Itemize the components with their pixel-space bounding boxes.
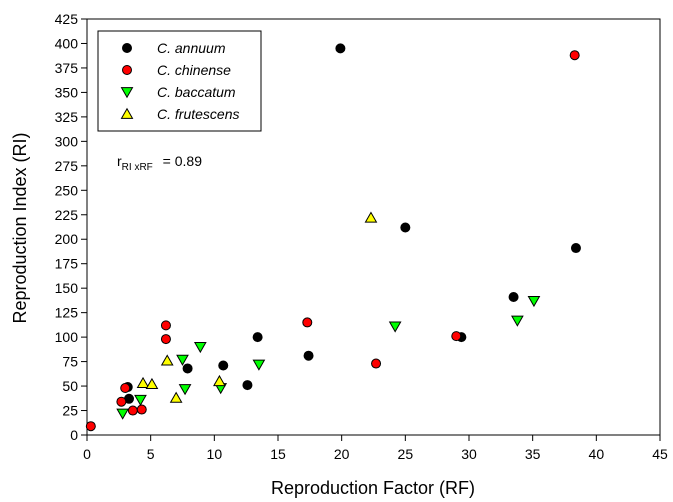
data-point	[218, 360, 229, 371]
correlation-text: rRI xRF = 0.89	[117, 153, 202, 173]
data-point	[176, 354, 189, 366]
data-points	[85, 43, 581, 432]
data-point	[178, 384, 192, 396]
correlation-annotation: rRI xRF = 0.89	[117, 153, 202, 173]
legend-marker	[120, 107, 134, 119]
data-point	[451, 331, 462, 342]
data-point	[85, 421, 96, 432]
data-point	[134, 394, 147, 406]
data-point	[145, 377, 159, 390]
data-point	[169, 391, 183, 403]
y-tick-label: 25	[62, 403, 78, 419]
y-tick-label: 225	[55, 207, 79, 223]
axes: 0 5 10 15 20 25 30 35 40 45 0 25 50 75 100 125 150 175 200…	[55, 11, 668, 462]
data-point	[570, 243, 581, 254]
x-tick-label: 10	[207, 446, 223, 462]
data-point	[252, 359, 266, 371]
x-tick-label: 45	[652, 446, 668, 462]
data-point	[388, 321, 402, 333]
y-tick-label: 50	[62, 378, 78, 394]
x-tick-label: 5	[147, 446, 155, 462]
legend-marker	[122, 65, 132, 75]
data-point	[160, 320, 171, 331]
data-point	[116, 408, 130, 420]
y-tick-label: 350	[55, 84, 79, 100]
y-tick-label: 175	[55, 256, 79, 272]
data-point	[303, 350, 314, 361]
legend-label: C. chinense	[157, 62, 231, 78]
legend-marker	[120, 87, 134, 99]
data-point	[116, 396, 127, 407]
y-axis-title: Reproduction Index (RI)	[10, 132, 30, 323]
plot-frame	[86, 18, 661, 436]
data-point	[127, 405, 138, 416]
legend-label: C. annuum	[157, 40, 226, 56]
data-point	[335, 43, 346, 54]
data-point	[364, 211, 378, 223]
data-point	[120, 383, 131, 394]
legend-marker	[122, 43, 132, 53]
data-point	[160, 334, 171, 345]
y-tick-label: 125	[55, 305, 79, 321]
y-tick-label: 400	[55, 35, 79, 51]
data-point	[371, 358, 382, 369]
data-point	[569, 50, 580, 61]
data-point	[252, 332, 263, 343]
y-tick-label: 100	[55, 329, 79, 345]
data-point	[400, 222, 411, 233]
data-point	[136, 404, 147, 415]
data-point	[242, 380, 253, 391]
x-tick-label: 30	[461, 446, 477, 462]
data-point	[136, 376, 150, 389]
x-tick-label: 25	[398, 446, 414, 462]
data-point	[508, 291, 519, 302]
y-tick-label: 425	[55, 11, 79, 27]
data-point	[193, 342, 207, 354]
data-point	[527, 296, 541, 308]
legend-label: C. frutescens	[157, 106, 239, 122]
y-tick-label: 150	[55, 280, 79, 296]
data-point	[182, 363, 193, 374]
data-point	[511, 315, 524, 327]
y-tick-label: 275	[55, 158, 79, 174]
y-tick-label: 75	[62, 354, 78, 370]
x-tick-label: 35	[525, 446, 541, 462]
x-tick-label: 20	[334, 446, 350, 462]
y-tick-label: 300	[55, 133, 79, 149]
y-tick-label: 250	[55, 182, 79, 198]
x-tick-label: 40	[589, 446, 605, 462]
x-tick-label: 15	[270, 446, 286, 462]
data-point	[213, 374, 226, 387]
data-point	[160, 354, 174, 366]
y-tick-label: 0	[70, 427, 78, 443]
data-point	[302, 317, 313, 328]
x-axis-title: Reproduction Factor (RF)	[271, 478, 475, 498]
legend: C. annuum C. chinense C. baccatum C. frutes…	[97, 30, 262, 132]
y-tick-label: 325	[55, 109, 79, 125]
x-tick-label: 0	[83, 446, 91, 462]
y-tick-label: 375	[55, 60, 79, 76]
y-tick-label: 200	[55, 231, 79, 247]
legend-label: C. baccatum	[157, 84, 236, 100]
